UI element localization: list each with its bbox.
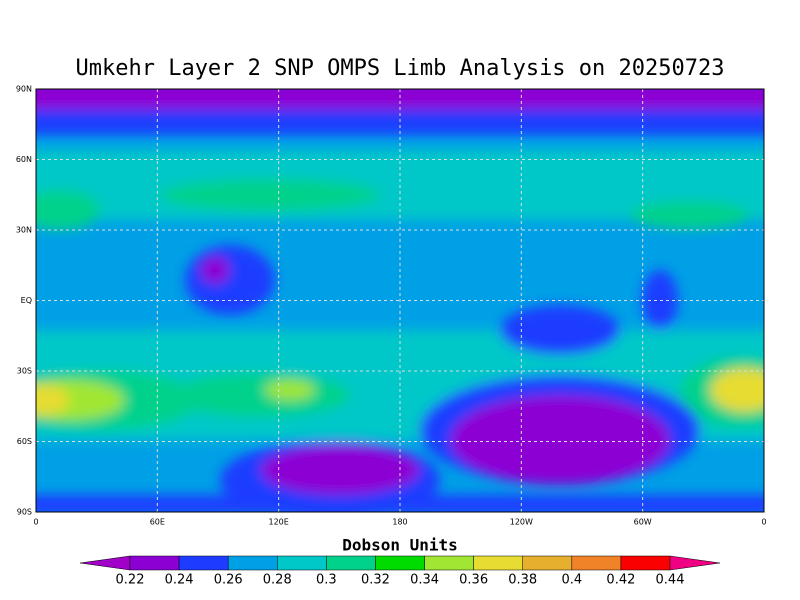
lat-label: 90S: [17, 508, 32, 517]
grid: [36, 89, 764, 512]
colorbar-label: 0.34: [410, 573, 439, 588]
lat-label: 90N: [16, 85, 32, 94]
lat-label: 60N: [16, 155, 32, 164]
colorbar-box: [473, 555, 523, 571]
colorbar-label: 0.24: [165, 573, 194, 588]
colorbar-box: [620, 555, 671, 571]
colorbar-box: [277, 555, 327, 571]
lon-label: 60E: [150, 518, 165, 527]
colorbar-box: [326, 555, 376, 571]
colorbar-label: 0.36: [459, 573, 488, 588]
lat-label: 30S: [17, 367, 32, 376]
lon-label: 0: [33, 518, 38, 527]
colorbar-label: 0.22: [116, 573, 145, 588]
lat-label: 30N: [16, 226, 32, 235]
lon-label: 120E: [269, 518, 289, 527]
map-frame: [35, 88, 765, 513]
lon-label: 180: [392, 518, 407, 527]
lon-label: 120W: [510, 518, 533, 527]
map-title: Umkehr Layer 2 SNP OMPS Limb Analysis on…: [75, 56, 724, 81]
colorbar-box: [522, 555, 573, 571]
colorbar-box: [571, 555, 622, 571]
colorbar-label: 0.42: [606, 573, 635, 588]
colorbar-label: 0.3: [316, 573, 337, 588]
colorbar-box: [178, 555, 229, 571]
lat-label: EQ: [21, 296, 32, 305]
colorbar-box: [424, 555, 474, 571]
colorbar-box: [129, 555, 180, 571]
colorbar-box: [375, 555, 425, 571]
colorbar-label: 0.4: [561, 573, 582, 588]
colorbar-high: [669, 555, 721, 571]
colorbar-label: 0.44: [656, 573, 685, 588]
lat-label: 60S: [17, 437, 32, 446]
lon-label: 0: [761, 518, 766, 527]
colorbar-label: 0.26: [214, 573, 243, 588]
colorbar-label: 0.32: [361, 573, 390, 588]
colorbar-low: [79, 555, 131, 571]
lon-label: 60W: [634, 518, 652, 527]
colorbar-label: 0.38: [508, 573, 537, 588]
colorbar-title: Dobson Units: [342, 536, 458, 555]
colorbar-box: [227, 555, 278, 571]
colorbar-label: 0.28: [263, 573, 292, 588]
